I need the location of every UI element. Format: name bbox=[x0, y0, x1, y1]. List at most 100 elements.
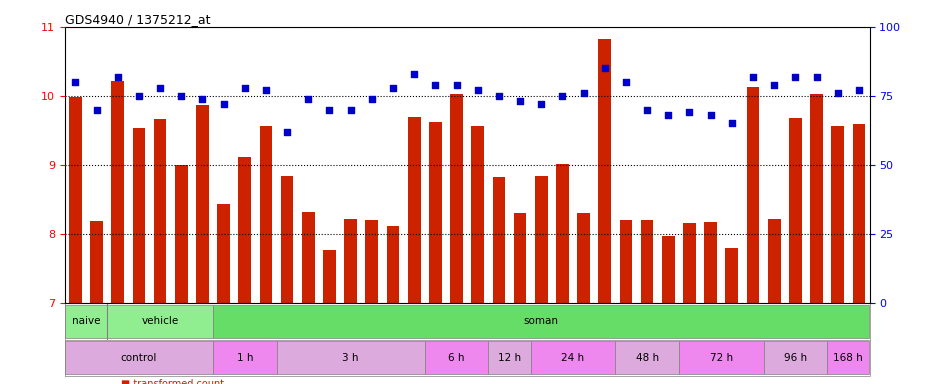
Bar bbox=[154, 119, 166, 303]
Bar bbox=[725, 248, 738, 303]
FancyBboxPatch shape bbox=[213, 305, 870, 338]
Text: GDS4940 / 1375212_at: GDS4940 / 1375212_at bbox=[65, 13, 210, 26]
FancyBboxPatch shape bbox=[213, 341, 277, 374]
Point bbox=[174, 93, 189, 99]
Bar bbox=[90, 221, 103, 303]
Bar bbox=[620, 220, 633, 303]
Text: 1 h: 1 h bbox=[237, 353, 253, 363]
Point bbox=[153, 84, 167, 91]
Bar bbox=[111, 81, 124, 303]
Bar bbox=[577, 213, 590, 303]
Bar bbox=[832, 126, 845, 303]
Bar bbox=[365, 220, 378, 303]
Point bbox=[576, 90, 591, 96]
Bar bbox=[704, 222, 717, 303]
FancyBboxPatch shape bbox=[615, 341, 679, 374]
Point bbox=[831, 90, 845, 96]
FancyBboxPatch shape bbox=[425, 341, 488, 374]
Bar bbox=[662, 236, 674, 303]
Point bbox=[660, 112, 675, 118]
Point bbox=[216, 101, 231, 107]
Point bbox=[322, 107, 337, 113]
Bar bbox=[69, 97, 81, 303]
Bar bbox=[450, 94, 462, 303]
FancyBboxPatch shape bbox=[107, 305, 213, 338]
Bar bbox=[196, 105, 209, 303]
Bar bbox=[641, 220, 653, 303]
Bar bbox=[302, 212, 314, 303]
Bar bbox=[492, 177, 505, 303]
Point bbox=[343, 107, 358, 113]
Point bbox=[534, 101, 549, 107]
Point bbox=[68, 79, 82, 85]
Text: 168 h: 168 h bbox=[833, 353, 863, 363]
Bar bbox=[175, 165, 188, 303]
Point bbox=[746, 73, 760, 79]
Bar bbox=[132, 127, 145, 303]
Point bbox=[767, 82, 782, 88]
Text: vehicle: vehicle bbox=[142, 316, 179, 326]
Point bbox=[238, 84, 253, 91]
Bar bbox=[472, 126, 484, 303]
Point bbox=[852, 87, 867, 93]
Text: 48 h: 48 h bbox=[635, 353, 659, 363]
FancyBboxPatch shape bbox=[531, 341, 615, 374]
FancyBboxPatch shape bbox=[65, 305, 107, 338]
Bar bbox=[684, 223, 696, 303]
Point bbox=[703, 112, 718, 118]
Text: naive: naive bbox=[71, 316, 100, 326]
Text: 12 h: 12 h bbox=[498, 353, 521, 363]
Bar bbox=[281, 176, 293, 303]
Bar bbox=[810, 94, 823, 303]
Bar bbox=[598, 39, 611, 303]
Point bbox=[110, 73, 125, 79]
Bar bbox=[344, 218, 357, 303]
Bar bbox=[789, 118, 802, 303]
Point bbox=[258, 87, 274, 93]
Bar bbox=[513, 213, 526, 303]
Point bbox=[788, 73, 803, 79]
Point bbox=[809, 73, 824, 79]
Bar bbox=[260, 126, 272, 303]
Bar bbox=[239, 157, 251, 303]
Point bbox=[364, 96, 379, 102]
Point bbox=[491, 93, 506, 99]
Point bbox=[640, 107, 655, 113]
Point bbox=[131, 93, 146, 99]
Bar bbox=[429, 122, 442, 303]
Point bbox=[386, 84, 401, 91]
Point bbox=[195, 96, 210, 102]
Point bbox=[512, 98, 527, 104]
Bar bbox=[535, 176, 548, 303]
Point bbox=[450, 82, 464, 88]
FancyBboxPatch shape bbox=[827, 341, 870, 374]
Text: 6 h: 6 h bbox=[449, 353, 464, 363]
Bar bbox=[323, 250, 336, 303]
FancyBboxPatch shape bbox=[488, 341, 531, 374]
Point bbox=[619, 79, 634, 85]
FancyBboxPatch shape bbox=[764, 341, 827, 374]
Text: 72 h: 72 h bbox=[709, 353, 733, 363]
Bar bbox=[768, 218, 781, 303]
Bar bbox=[217, 204, 230, 303]
Text: 96 h: 96 h bbox=[783, 353, 807, 363]
Point bbox=[428, 82, 443, 88]
Point bbox=[598, 65, 612, 71]
Text: 3 h: 3 h bbox=[342, 353, 359, 363]
Bar bbox=[853, 124, 865, 303]
Point bbox=[555, 93, 570, 99]
FancyBboxPatch shape bbox=[277, 341, 425, 374]
Text: control: control bbox=[120, 353, 157, 363]
Bar bbox=[387, 225, 400, 303]
Point bbox=[724, 120, 739, 126]
Point bbox=[279, 129, 294, 135]
Point bbox=[89, 107, 104, 113]
Bar bbox=[746, 87, 759, 303]
Point bbox=[470, 87, 485, 93]
Point bbox=[301, 96, 315, 102]
FancyBboxPatch shape bbox=[679, 341, 764, 374]
Text: ■ transformed count: ■ transformed count bbox=[121, 379, 224, 384]
Bar bbox=[556, 164, 569, 303]
Text: soman: soman bbox=[524, 316, 559, 326]
Text: 24 h: 24 h bbox=[561, 353, 585, 363]
